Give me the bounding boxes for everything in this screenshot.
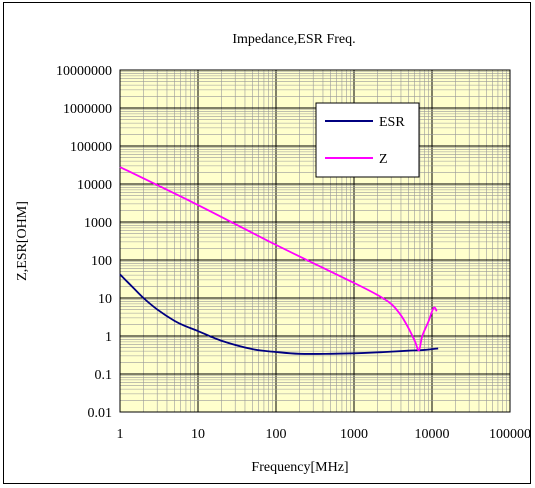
x-tick-label: 10000 (415, 427, 450, 442)
y-tick-label: 10000000 (56, 64, 112, 79)
grid-lines (120, 70, 510, 412)
y-tick-label: 1000000 (63, 102, 112, 117)
x-tick-label: 100 (266, 427, 287, 442)
y-tick-label: 100 (91, 254, 112, 269)
series-esr-line (119, 273, 439, 355)
legend-z-label: Z (379, 152, 388, 167)
x-tick-label: 1000 (340, 427, 368, 442)
legend: ESR Z (315, 102, 420, 178)
x-tick-label: 10 (191, 427, 205, 442)
y-tick-label: 10000 (77, 178, 112, 193)
chart-frame: Impedance,ESR Freq. 1 10 100 1000 10000 10000… (3, 2, 531, 484)
x-tick-label: 1 (117, 427, 124, 442)
x-tick-label: 100000 (489, 427, 531, 442)
plot-area (120, 70, 510, 412)
tick-labels: 1 10 100 1000 10000 100000 0.01 0.1 1 10 100 1000 10… (56, 64, 531, 442)
legend-box (315, 102, 420, 178)
series-z-line (119, 166, 438, 352)
y-tick-label: 10 (98, 292, 112, 307)
x-axis-label: Frequency[MHz] (251, 460, 348, 475)
chart-svg: Impedance,ESR Freq. 1 10 100 1000 10000 10000… (15, 32, 531, 475)
legend-esr-label: ESR (379, 115, 405, 130)
y-axis-label: Z,ESR[OHM] (15, 201, 30, 281)
plot-border (119, 69, 511, 413)
chart-title: Impedance,ESR Freq. (232, 32, 355, 47)
y-tick-label: 1000 (84, 216, 112, 231)
series-lines (119, 166, 439, 355)
y-tick-label: 0.1 (95, 368, 113, 383)
y-tick-label: 0.01 (88, 406, 113, 421)
y-tick-label: 1 (105, 330, 112, 345)
y-tick-label: 100000 (70, 140, 112, 155)
